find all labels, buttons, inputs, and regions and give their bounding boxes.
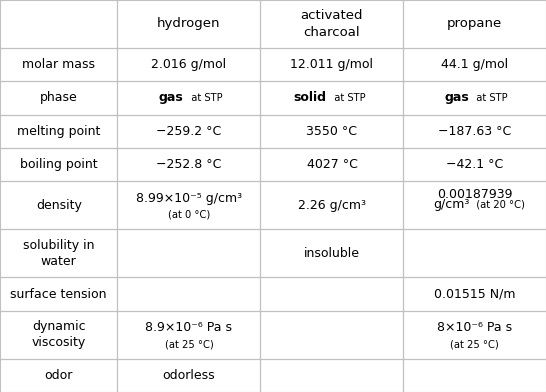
Text: hydrogen: hydrogen [157,18,221,31]
Text: at STP: at STP [470,93,508,103]
Text: 3550 °C: 3550 °C [306,125,358,138]
Text: 12.011 g/mol: 12.011 g/mol [290,58,373,71]
Text: 44.1 g/mol: 44.1 g/mol [441,58,508,71]
Text: 4027 °C: 4027 °C [306,158,358,171]
Text: solid: solid [294,91,327,105]
Text: (at 0 °C): (at 0 °C) [168,210,210,220]
Text: 2.26 g/cm³: 2.26 g/cm³ [298,199,366,212]
Text: at STP: at STP [328,93,365,103]
Text: surface tension: surface tension [10,287,107,301]
Text: density: density [35,199,82,212]
Text: 0.01515 N/m: 0.01515 N/m [434,287,515,301]
Text: gas: gas [159,91,183,105]
Text: insoluble: insoluble [304,247,360,260]
Text: (at 20 °C): (at 20 °C) [470,200,525,209]
Text: phase: phase [40,91,78,105]
Text: 2.016 g/mol: 2.016 g/mol [151,58,227,71]
Text: −42.1 °C: −42.1 °C [446,158,503,171]
Text: odorless: odorless [163,369,215,382]
Text: 8.9×10⁻⁶ Pa s: 8.9×10⁻⁶ Pa s [145,321,233,334]
Text: g/cm³: g/cm³ [433,198,469,211]
Text: molar mass: molar mass [22,58,95,71]
Text: 8×10⁻⁶ Pa s: 8×10⁻⁶ Pa s [437,321,512,334]
Text: solubility in
water: solubility in water [23,239,94,268]
Text: odor: odor [45,369,73,382]
Text: 8.99×10⁻⁵ g/cm³: 8.99×10⁻⁵ g/cm³ [136,192,242,205]
Text: dynamic
viscosity: dynamic viscosity [32,320,86,349]
Text: (at 25 °C): (at 25 °C) [450,339,499,349]
Text: boiling point: boiling point [20,158,98,171]
Text: at STP: at STP [185,93,222,103]
Text: −187.63 °C: −187.63 °C [438,125,512,138]
Text: propane: propane [447,18,502,31]
Text: −259.2 °C: −259.2 °C [156,125,222,138]
Text: 0.00187939: 0.00187939 [437,188,513,201]
Text: (at 25 °C): (at 25 °C) [164,339,213,349]
Text: melting point: melting point [17,125,100,138]
Text: −252.8 °C: −252.8 °C [156,158,222,171]
Text: gas: gas [444,91,469,105]
Text: activated
charcoal: activated charcoal [301,9,363,39]
